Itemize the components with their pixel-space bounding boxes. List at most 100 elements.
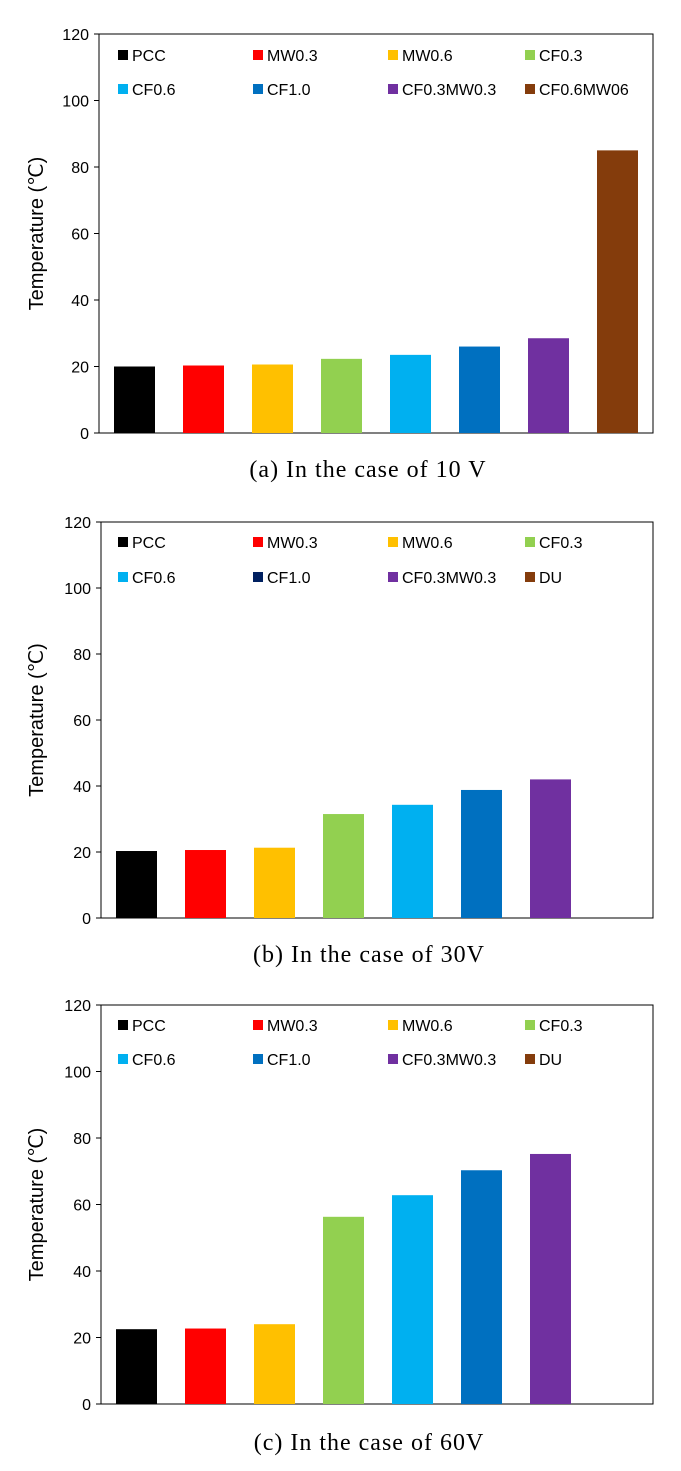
legend-label: MW0.3 [267, 1018, 318, 1035]
bar-pcc [116, 851, 157, 918]
legend-swatch [118, 84, 128, 94]
legend-swatch [525, 1020, 535, 1030]
bar-cf0-3mw0-3 [530, 779, 571, 918]
bar-mw0-6 [254, 847, 295, 918]
legend-swatch [388, 572, 398, 582]
legend-swatch [118, 1054, 128, 1064]
bar-cf1-0 [461, 789, 502, 918]
legend-label: MW0.6 [402, 535, 453, 552]
y-tick-label: 100 [64, 1065, 91, 1082]
y-tick-label: 0 [80, 426, 89, 443]
legend-swatch [253, 84, 263, 94]
y-tick-label: 120 [64, 515, 91, 532]
legend-label: CF0.6 [132, 570, 176, 587]
y-tick-label: 80 [73, 1131, 91, 1148]
y-tick-label: 80 [73, 647, 91, 664]
y-tick-label: 80 [71, 160, 89, 177]
bar-cf0-6mw06 [597, 150, 638, 433]
y-tick-label: 40 [73, 1264, 91, 1281]
panel-caption: (b) In the case of 30V [253, 942, 485, 968]
chart-panel-2: 0 20 40 60 80 100 120 Temperature (℃) PCC MW0.3 MW… [26, 515, 654, 968]
legend-label: MW0.3 [267, 48, 318, 65]
y-tick-label: 0 [82, 1397, 91, 1414]
bar-cf0-3 [323, 1216, 364, 1404]
y-tick-label: 60 [71, 227, 89, 244]
legend-swatch [525, 84, 535, 94]
bar-mw0-3 [185, 1328, 226, 1404]
legend-label: CF1.0 [267, 1052, 311, 1069]
y-tick-label: 120 [64, 998, 91, 1015]
y-axis-label: Temperature (℃) [26, 157, 48, 311]
y-tick-label: 20 [73, 845, 91, 862]
bar-cf1-0 [461, 1170, 502, 1404]
legend-swatch [253, 1054, 263, 1064]
legend-swatch [118, 572, 128, 582]
legend-label: PCC [132, 1018, 166, 1035]
panel-caption: (a) In the case of 10 V [249, 457, 486, 483]
y-tick-label: 100 [62, 94, 89, 111]
legend-label: PCC [132, 48, 166, 65]
legend-label: CF0.3MW0.3 [402, 82, 496, 99]
legend-label: CF0.6MW06 [539, 82, 629, 99]
legend-swatch [253, 50, 263, 60]
y-tick-label: 20 [71, 360, 89, 377]
legend-label: DU [539, 570, 562, 587]
bar-mw0-3 [185, 850, 226, 918]
legend-swatch [388, 1020, 398, 1030]
legend-label: CF0.3 [539, 535, 583, 552]
legend-swatch [253, 572, 263, 582]
legend-label: CF0.3MW0.3 [402, 1052, 496, 1069]
y-tick-label: 0 [82, 911, 91, 928]
legend-label: CF0.3 [539, 1018, 583, 1035]
legend-swatch [118, 1020, 128, 1030]
bar-cf0-6 [392, 804, 433, 918]
legend-label: CF1.0 [267, 570, 311, 587]
legend-label: MW0.3 [267, 535, 318, 552]
legend-label: MW0.6 [402, 1018, 453, 1035]
legend-swatch [525, 50, 535, 60]
legend-swatch [388, 1054, 398, 1064]
legend-swatch [388, 50, 398, 60]
legend-swatch [388, 537, 398, 547]
panel-caption: (c) In the case of 60V [254, 1430, 485, 1456]
bar-cf1-0 [459, 346, 500, 433]
legend-swatch [525, 572, 535, 582]
legend-swatch [118, 537, 128, 547]
bar-mw0-6 [252, 364, 293, 433]
legend-swatch [525, 1054, 535, 1064]
legend-label: CF0.3MW0.3 [402, 570, 496, 587]
bar-cf0-3 [323, 814, 364, 918]
bar-pcc [114, 366, 155, 433]
bar-mw0-3 [183, 365, 224, 433]
y-tick-label: 40 [71, 293, 89, 310]
y-tick-label: 60 [73, 713, 91, 730]
y-axis-label: Temperature (℃) [26, 643, 48, 797]
y-axis-label: Temperature (℃) [26, 1128, 48, 1282]
bar-cf0-3mw0-3 [530, 1153, 571, 1404]
bar-mw0-6 [254, 1324, 295, 1404]
bar-cf0-6 [390, 354, 431, 433]
legend-label: DU [539, 1052, 562, 1069]
legend-swatch [525, 537, 535, 547]
legend-label: MW0.6 [402, 48, 453, 65]
legend-label: PCC [132, 535, 166, 552]
y-tick-label: 40 [73, 779, 91, 796]
chart-panel-3: 0 20 40 60 80 100 120 Temperature (℃) PCC MW0.3 MW… [26, 998, 654, 1456]
legend-label: CF0.6 [132, 82, 176, 99]
legend-swatch [253, 1020, 263, 1030]
bar-cf0-6 [392, 1195, 433, 1404]
y-tick-label: 100 [64, 581, 91, 598]
bar-cf0-3mw0-3 [528, 338, 569, 433]
legend-label: CF0.6 [132, 1052, 176, 1069]
bar-cf0-3 [321, 358, 362, 433]
legend-swatch [118, 50, 128, 60]
legend-label: CF1.0 [267, 82, 311, 99]
chart-panel-1: 0 20 40 60 80 100 120 Temperature (℃) PCC MW0.3 MW… [26, 27, 654, 483]
y-tick-label: 20 [73, 1331, 91, 1348]
legend-swatch [253, 537, 263, 547]
y-tick-label: 60 [73, 1198, 91, 1215]
bar-pcc [116, 1329, 157, 1404]
legend-swatch [388, 84, 398, 94]
